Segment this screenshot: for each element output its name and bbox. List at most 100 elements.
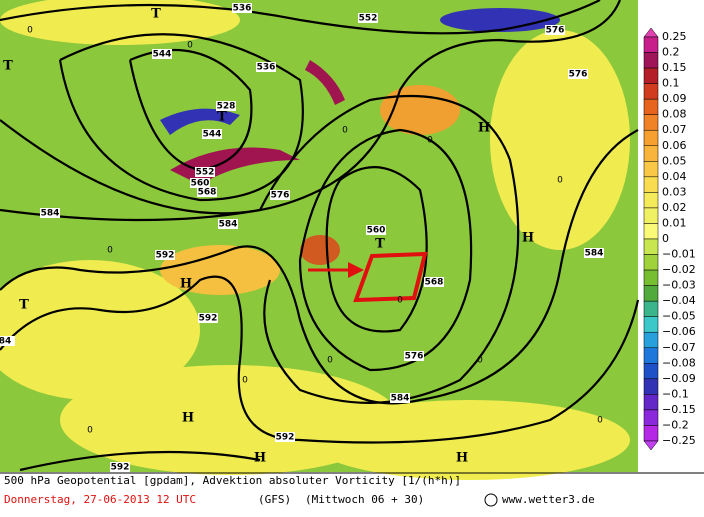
colorbar-label: −0.25	[662, 434, 696, 447]
colorbar-label: 0.02	[662, 201, 687, 214]
contour-label: 544	[153, 50, 172, 60]
contour-label-bg	[270, 190, 290, 200]
field-patch	[490, 30, 630, 250]
contour-label-bg	[404, 351, 424, 361]
contour-label: 560	[367, 226, 386, 236]
contour-label-bg	[0, 336, 15, 346]
colorbar-label: −0.01	[662, 248, 696, 261]
highlight-box	[353, 251, 428, 303]
contour-label: 576	[546, 26, 565, 36]
pressure-center: T	[151, 7, 161, 22]
colorbar-bin	[643, 161, 659, 178]
contour-line	[298, 128, 473, 372]
footer-site: www.wetter3.de	[502, 493, 595, 506]
contour-label: 528	[217, 102, 236, 112]
contour-label: 584	[219, 220, 238, 230]
pressure-center: H	[182, 411, 194, 426]
colorbar-bin	[643, 425, 659, 442]
field-patch	[0, 260, 200, 400]
colorbar-bin	[643, 176, 659, 193]
contour-label-bg	[424, 277, 444, 287]
contour-label-bg	[358, 13, 378, 23]
colorbar-bin	[643, 394, 659, 411]
colorbar-bin	[643, 52, 659, 69]
colorbar-label: −0.09	[662, 372, 696, 385]
contour-label-bg	[216, 101, 236, 111]
colorbar-label: 0.08	[662, 108, 687, 121]
colorbar-label: 0.15	[662, 61, 687, 74]
vorticity-streak	[305, 60, 345, 105]
contour-label: 576	[405, 352, 424, 362]
colorbar-label: 0	[662, 232, 669, 245]
contour-label-bg	[545, 25, 565, 35]
contour-label-bg	[202, 129, 222, 139]
colorbar-label: 0.1	[662, 77, 680, 90]
colorbar-label: −0.04	[662, 294, 696, 307]
footer-run: (Mittwoch 06 + 30)	[305, 493, 424, 506]
colorbar-bottom	[643, 440, 659, 451]
colorbar-top	[643, 27, 659, 38]
pressure-center: T	[19, 298, 29, 313]
contour-label-bg	[256, 62, 276, 72]
colorbar-bin	[643, 36, 659, 53]
colorbar-bin	[643, 238, 659, 255]
pressure-center: H	[456, 451, 468, 466]
footer-date: Donnerstag, 27-06-2013 12 UTC	[4, 493, 196, 506]
contour-label-bg	[568, 69, 588, 79]
colorbar-bin	[643, 300, 659, 317]
colorbar-label: 0.04	[662, 170, 687, 183]
colorbar-bin	[643, 223, 659, 240]
contour-label: 584	[585, 249, 604, 259]
field-patch	[160, 245, 280, 295]
copyright-icon	[484, 493, 498, 507]
vorticity-streak	[440, 8, 560, 32]
contour-label: 592	[156, 251, 175, 261]
zero-label: 0	[187, 41, 193, 51]
contour-line	[0, 129, 639, 405]
contour-label-bg	[197, 187, 217, 197]
contour-label-bg	[152, 49, 172, 59]
colorbar-label: −0.2	[662, 418, 689, 431]
contour-line	[128, 48, 253, 172]
pressure-center: T	[217, 110, 227, 125]
colorbar-bin	[643, 285, 659, 302]
contour-label: 560	[191, 179, 210, 189]
colorbar-label: 0.03	[662, 185, 687, 198]
pressure-center: H	[180, 277, 192, 292]
footer-model: (GFS)	[258, 493, 291, 506]
contour-label: 568	[425, 278, 444, 288]
arrow-head	[348, 262, 364, 278]
colorbar-bin	[643, 83, 659, 100]
contour-label: 592	[111, 463, 130, 473]
contour-line	[325, 166, 428, 333]
contour-label: 536	[233, 4, 252, 14]
contour-line	[19, 450, 261, 472]
colorbar-label: 0.09	[662, 92, 687, 105]
contour-label-bg	[584, 248, 604, 258]
contour-line	[0, 94, 520, 404]
colorbar-bin	[643, 269, 659, 286]
colorbar-bin	[643, 98, 659, 115]
colorbar-label: −0.02	[662, 263, 696, 276]
colorbar-label: −0.05	[662, 310, 696, 323]
contour-label-bg	[366, 225, 386, 235]
field-patch	[310, 400, 630, 480]
zero-label: 0	[597, 416, 603, 426]
map	[0, 0, 640, 480]
colorbar-label: 0.07	[662, 123, 687, 136]
zero-label: 0	[327, 356, 333, 366]
zero-label: 0	[342, 126, 348, 136]
colorbar-label: 0.06	[662, 139, 687, 152]
zero-label: 0	[427, 136, 433, 146]
contour-label: 576	[569, 70, 588, 80]
colorbar-label: −0.03	[662, 279, 696, 292]
contour-label: 568	[198, 188, 217, 198]
pressure-center: T	[3, 59, 13, 74]
vorticity-streak	[160, 108, 240, 135]
pressure-center: H	[522, 231, 534, 246]
contour-label-bg	[110, 462, 130, 472]
colorbar-label: −0.07	[662, 341, 696, 354]
contour-label-bg	[232, 3, 252, 13]
